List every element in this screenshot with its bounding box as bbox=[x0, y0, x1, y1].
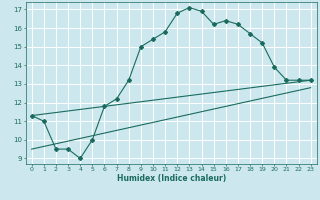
X-axis label: Humidex (Indice chaleur): Humidex (Indice chaleur) bbox=[116, 174, 226, 183]
